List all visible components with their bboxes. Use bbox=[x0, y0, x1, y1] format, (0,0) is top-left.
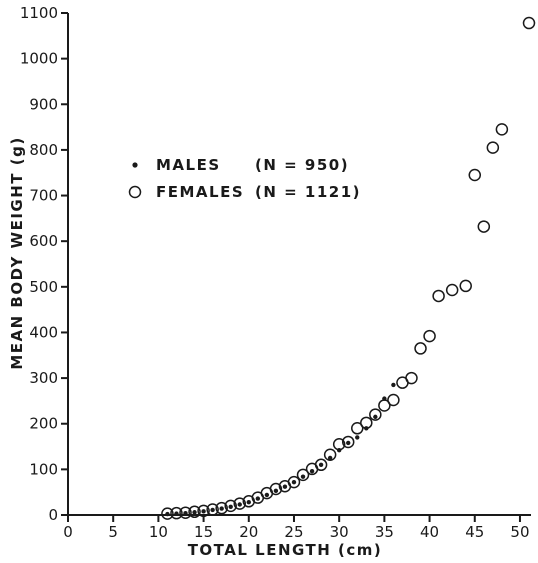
y-axis-ticks: 0 100 200 300 400 500 600 700 800 900 1000 1100 bbox=[20, 4, 68, 524]
legend-count-females: (N = 1121) bbox=[255, 183, 361, 201]
x-tick-label: 20 bbox=[239, 523, 258, 541]
data-point-males bbox=[192, 510, 197, 515]
y-tick-label: 400 bbox=[29, 323, 58, 341]
data-point-males bbox=[300, 474, 306, 479]
data-point-males bbox=[336, 447, 342, 453]
data-point-males bbox=[165, 511, 170, 517]
x-tick-label: 50 bbox=[510, 523, 529, 541]
data-point-females bbox=[170, 506, 183, 520]
data-point-males bbox=[183, 510, 188, 516]
x-tick-label: 15 bbox=[194, 523, 213, 541]
data-point-males bbox=[228, 504, 233, 509]
data-point-males bbox=[264, 492, 270, 498]
data-point-males bbox=[237, 502, 242, 507]
data-point-males bbox=[382, 396, 387, 401]
data-point-females bbox=[405, 371, 418, 385]
data-point-females bbox=[233, 497, 246, 510]
data-point-females bbox=[495, 123, 509, 136]
data-point-females bbox=[179, 506, 192, 519]
data-point-females bbox=[197, 504, 210, 518]
y-tick-label: 800 bbox=[29, 141, 58, 159]
x-tick-label: 5 bbox=[108, 523, 118, 541]
data-point-males bbox=[246, 500, 251, 505]
data-point-females bbox=[522, 16, 536, 30]
x-tick-label: 0 bbox=[63, 523, 73, 541]
y-tick-label: 1100 bbox=[20, 4, 58, 22]
data-point-females bbox=[459, 279, 472, 293]
data-point-females bbox=[432, 289, 445, 303]
data-point-males bbox=[273, 488, 279, 494]
y-tick-label: 200 bbox=[29, 415, 58, 433]
data-point-females bbox=[323, 448, 337, 462]
x-axis-title: TOTAL LENGTH (cm) bbox=[188, 541, 383, 559]
data-point-females bbox=[369, 408, 382, 421]
legend-marker-males bbox=[132, 162, 138, 168]
legend: MALES (N = 950) FEMALES (N = 1121) bbox=[128, 156, 361, 201]
data-point-males bbox=[327, 455, 333, 461]
data-point-males bbox=[210, 507, 215, 513]
data-point-males bbox=[219, 506, 224, 511]
data-point-males bbox=[255, 496, 261, 501]
y-tick-label: 0 bbox=[48, 506, 58, 524]
y-tick-label: 300 bbox=[29, 369, 58, 387]
data-point-females bbox=[387, 393, 400, 407]
x-tick-label: 10 bbox=[149, 523, 168, 541]
legend-label-males: MALES bbox=[156, 156, 221, 174]
data-point-females bbox=[341, 435, 355, 449]
data-point-females bbox=[224, 499, 237, 513]
data-point-females bbox=[269, 482, 283, 496]
data-point-females bbox=[215, 501, 228, 515]
data-point-females bbox=[423, 329, 436, 343]
data-point-females bbox=[486, 141, 500, 154]
data-point-females bbox=[351, 422, 364, 435]
legend-count-males: (N = 950) bbox=[255, 156, 349, 174]
data-point-females bbox=[206, 503, 219, 516]
y-tick-label: 700 bbox=[29, 187, 58, 205]
y-tick-label: 600 bbox=[29, 232, 58, 250]
x-tick-label: 25 bbox=[284, 523, 303, 541]
x-tick-label: 45 bbox=[465, 523, 484, 541]
data-point-females bbox=[468, 168, 482, 182]
x-tick-label: 35 bbox=[375, 523, 394, 541]
data-point-females bbox=[296, 468, 310, 482]
data-point-females bbox=[314, 458, 328, 472]
data-point-males bbox=[364, 426, 369, 431]
data-point-males bbox=[391, 382, 396, 388]
y-tick-label: 100 bbox=[29, 460, 58, 478]
data-point-males bbox=[291, 479, 297, 485]
y-tick-label: 900 bbox=[29, 95, 58, 113]
data-point-males bbox=[309, 468, 315, 474]
data-points bbox=[161, 16, 536, 520]
x-axis-ticks: 0 5 10 15 20 25 30 35 40 45 50 bbox=[63, 515, 530, 541]
data-point-males bbox=[355, 435, 360, 440]
data-point-females bbox=[414, 342, 427, 355]
data-point-females bbox=[161, 507, 174, 520]
legend-label-females: FEMALES bbox=[156, 183, 244, 201]
x-tick-label: 40 bbox=[420, 523, 439, 541]
data-point-females bbox=[287, 475, 301, 489]
data-point-males bbox=[373, 414, 378, 420]
data-point-females bbox=[445, 283, 459, 297]
data-point-males bbox=[346, 440, 351, 446]
data-point-females bbox=[477, 220, 491, 233]
data-point-females bbox=[188, 505, 201, 519]
y-tick-label: 500 bbox=[29, 278, 58, 296]
data-point-males bbox=[201, 509, 206, 514]
data-point-males bbox=[318, 462, 324, 467]
y-axis-title: MEAN BODY WEIGHT (g) bbox=[8, 136, 26, 369]
data-point-males bbox=[174, 511, 179, 516]
y-tick-label: 1000 bbox=[20, 50, 58, 68]
data-point-males bbox=[282, 484, 288, 489]
legend-marker-females bbox=[128, 185, 142, 199]
x-tick-label: 30 bbox=[330, 523, 349, 541]
